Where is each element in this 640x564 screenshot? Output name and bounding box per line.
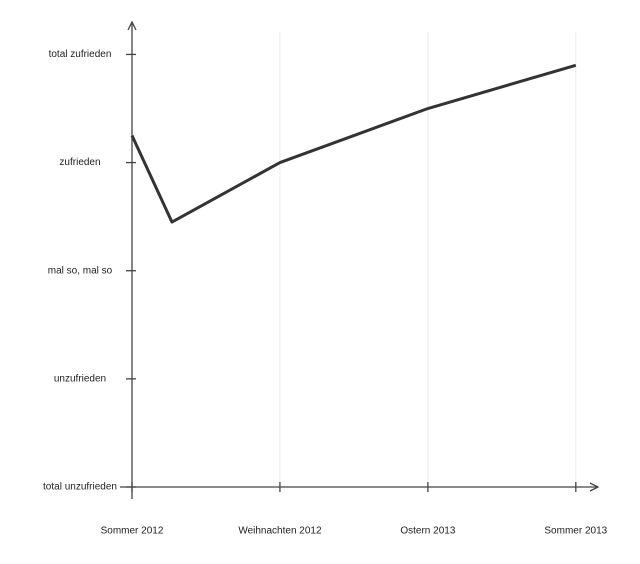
x-axis-arrow (589, 482, 600, 492)
data-line (130, 63, 577, 224)
y-tick-label: total unzufrieden (43, 482, 117, 493)
x-tick-label: Sommer 2013 (544, 526, 607, 537)
y-tick-label: mal so, mal so (48, 265, 113, 276)
y-tick-label: total zufrieden (49, 49, 112, 60)
y-axis-arrow (127, 20, 137, 31)
x-tick-label: Ostern 2013 (400, 526, 455, 537)
y-tick-label: zufrieden (59, 157, 100, 168)
x-tick-label: Sommer 2012 (101, 526, 164, 537)
x-tick-label: Weihnachten 2012 (238, 526, 322, 537)
y-tick-label: unzufrieden (54, 374, 106, 385)
